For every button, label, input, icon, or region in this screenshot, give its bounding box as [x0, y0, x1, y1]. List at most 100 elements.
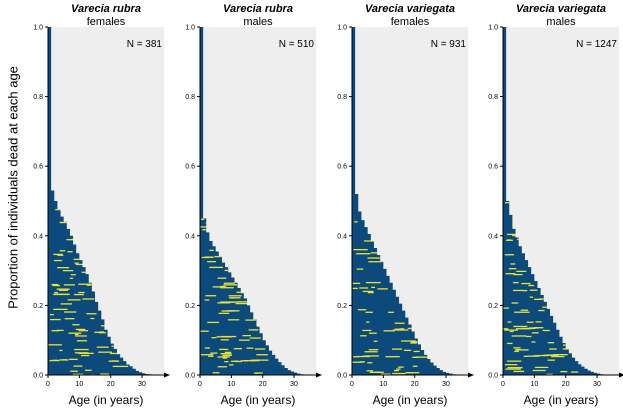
highlight-streak: [410, 342, 417, 344]
highlight-streak: [200, 218, 205, 220]
highlight-streak: [533, 355, 537, 357]
y-axis-label: Proportion of individuals dead at each a…: [5, 66, 21, 309]
highlight-streak: [394, 328, 400, 330]
x-tick-label: 10: [379, 381, 387, 388]
highlight-streak: [553, 354, 568, 356]
panel-title: Varecia variegata: [365, 3, 455, 15]
highlight-streak: [406, 372, 420, 374]
highlight-streak: [362, 329, 372, 332]
highlight-streak: [54, 291, 58, 294]
highlight-streak: [246, 347, 254, 349]
highlight-streak: [99, 331, 105, 333]
x-tick-label: 30: [290, 381, 298, 388]
highlight-streak: [523, 289, 528, 292]
x-tick-label: 0: [350, 381, 354, 388]
highlight-streak: [515, 349, 529, 351]
highlight-streak: [85, 369, 92, 371]
highlight-streak: [57, 267, 70, 269]
highlight-streak: [51, 283, 59, 286]
highlight-streak: [366, 355, 379, 357]
highlight-streak: [212, 372, 220, 374]
highlight-streak: [110, 352, 122, 355]
highlight-streak: [70, 274, 76, 276]
highlight-streak: [242, 334, 251, 337]
highlight-streak: [371, 286, 376, 289]
highlight-streak: [365, 281, 381, 284]
highlight-streak: [53, 259, 63, 262]
highlight-streak: [57, 254, 64, 256]
sample-size-label: N = 381: [127, 39, 163, 50]
highlight-streak: [223, 284, 238, 286]
highlight-streak: [363, 240, 377, 242]
y-tick-label: 0.6: [488, 164, 498, 171]
highlight-streak: [245, 319, 256, 321]
highlight-streak: [82, 298, 95, 300]
highlight-streak: [74, 348, 89, 351]
highlight-streak: [228, 364, 234, 366]
highlight-streak: [227, 319, 240, 321]
highlight-streak: [67, 299, 81, 301]
highlight-streak: [529, 296, 534, 298]
highlight-streak: [508, 268, 517, 270]
highlight-streak: [528, 284, 535, 287]
highlight-streak: [415, 356, 430, 358]
highlight-streak: [507, 321, 512, 323]
highlight-streak: [357, 309, 367, 311]
highlight-streak: [392, 329, 409, 331]
highlight-streak: [74, 262, 79, 264]
highlight-streak: [207, 321, 219, 324]
y-tick-label: 0.6: [337, 164, 347, 171]
x-tick-label: 20: [259, 381, 267, 388]
highlight-streak: [513, 347, 521, 349]
highlight-streak: [368, 261, 382, 263]
highlight-streak: [513, 370, 525, 373]
highlight-streak: [59, 349, 63, 352]
highlight-streak: [70, 370, 78, 372]
highlight-streak: [547, 359, 555, 361]
highlight-streak: [513, 325, 528, 328]
highlight-streak: [377, 288, 388, 290]
highlight-streak: [368, 349, 379, 351]
highlight-streak: [562, 348, 572, 350]
highlight-streak: [94, 331, 100, 333]
highlight-streak: [48, 344, 62, 346]
highlight-streak: [512, 281, 519, 284]
highlight-streak: [514, 350, 519, 353]
x-tick-label: 20: [107, 381, 115, 388]
x-tick-label: 10: [227, 381, 235, 388]
highlight-streak: [507, 360, 522, 362]
panel-title: Varecia rubra: [223, 3, 293, 15]
highlight-streak: [236, 301, 249, 303]
highlight-streak: [209, 249, 214, 252]
highlight-streak: [359, 361, 365, 363]
highlight-streak: [365, 311, 373, 313]
highlight-streak: [62, 269, 74, 272]
highlight-streak: [69, 358, 78, 361]
x-tick-label: 20: [411, 381, 419, 388]
highlight-streak: [78, 330, 89, 332]
highlight-streak: [367, 362, 373, 364]
highlight-streak: [211, 337, 217, 339]
area-series: [352, 27, 465, 375]
highlight-streak: [221, 335, 237, 338]
highlight-streak: [80, 354, 90, 357]
panel-subtitle: females: [391, 16, 430, 28]
highlight-streak: [505, 368, 521, 370]
highlight-streak: [360, 335, 367, 337]
highlight-streak: [549, 348, 557, 350]
highlight-streak: [75, 263, 89, 266]
x-axis-arrow: [316, 372, 322, 378]
sample-size-label: N = 931: [431, 39, 467, 50]
highlight-streak: [366, 370, 374, 372]
panel-4: 0.0 0.2 0.4 0.6 0.8 1.0 0 10 20 30 Varecia variega…: [488, 3, 623, 407]
highlight-streak: [73, 365, 83, 367]
x-tick-label: 0: [198, 381, 202, 388]
highlight-streak: [74, 352, 89, 354]
y-tick-label: 0.0: [185, 373, 195, 380]
panel-2: 0.0 0.2 0.4 0.6 0.8 1.0 0 10 20 30 Varecia rubrama…: [185, 3, 322, 407]
highlight-streak: [67, 251, 73, 253]
highlight-streak: [223, 282, 235, 284]
highlight-streak: [533, 327, 544, 329]
highlight-streak: [511, 335, 527, 337]
